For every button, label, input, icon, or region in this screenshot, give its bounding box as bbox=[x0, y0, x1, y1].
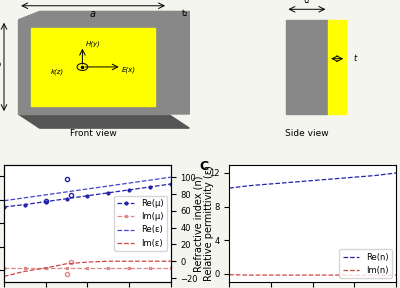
Re(μ) bbox=[148, 185, 152, 189]
Legend: Re(n), Im(n): Re(n), Im(n) bbox=[339, 249, 392, 278]
Re(ε) bbox=[22, 196, 27, 200]
Line: Re(μ): Re(μ) bbox=[3, 183, 172, 208]
Im(ε) bbox=[43, 266, 48, 270]
Im(n) bbox=[373, 273, 378, 277]
Im(ε) bbox=[127, 259, 132, 263]
Re(μ) bbox=[168, 182, 173, 186]
Im(μ) bbox=[2, 266, 6, 270]
Im(n) bbox=[331, 273, 336, 277]
Re(μ) bbox=[2, 205, 6, 209]
Im(μ) bbox=[85, 266, 90, 270]
Text: a: a bbox=[90, 9, 96, 19]
Im(μ) bbox=[168, 266, 173, 270]
Im(ε) bbox=[2, 275, 6, 278]
Text: k(z): k(z) bbox=[50, 69, 64, 75]
Im(μ) bbox=[106, 266, 111, 270]
Re(n) bbox=[394, 171, 398, 175]
Im(μ) bbox=[127, 266, 132, 270]
Re(ε) bbox=[85, 187, 90, 191]
Polygon shape bbox=[18, 20, 168, 114]
Text: t₂: t₂ bbox=[182, 9, 189, 18]
Re(ε) bbox=[168, 175, 173, 179]
Re(n) bbox=[331, 177, 336, 181]
Polygon shape bbox=[18, 12, 189, 20]
Im(μ) bbox=[148, 266, 152, 270]
Im(ε) bbox=[85, 260, 90, 264]
Re(μ) bbox=[127, 188, 132, 192]
Polygon shape bbox=[31, 28, 156, 106]
Y-axis label: Relative permittivity (ε): Relative permittivity (ε) bbox=[204, 166, 214, 281]
Polygon shape bbox=[286, 20, 328, 114]
Y-axis label: Refractive index (n): Refractive index (n) bbox=[194, 175, 204, 272]
Re(ε) bbox=[43, 193, 48, 197]
Re(μ) bbox=[85, 194, 90, 198]
Im(μ) bbox=[22, 266, 27, 270]
Re(μ) bbox=[43, 200, 48, 203]
Im(n) bbox=[394, 273, 398, 277]
Im(n) bbox=[289, 273, 294, 277]
Re(n) bbox=[289, 181, 294, 184]
Im(ε) bbox=[168, 259, 173, 263]
Re(n) bbox=[352, 175, 357, 179]
Text: Side view: Side view bbox=[285, 129, 329, 138]
Im(n) bbox=[248, 273, 252, 277]
Text: E(x): E(x) bbox=[122, 67, 136, 73]
Im(ε) bbox=[148, 259, 152, 263]
Text: t₂: t₂ bbox=[304, 0, 310, 5]
Re(n) bbox=[248, 184, 252, 187]
Re(ε) bbox=[2, 199, 6, 202]
Polygon shape bbox=[18, 114, 189, 128]
Re(n) bbox=[227, 186, 232, 190]
Im(n) bbox=[227, 273, 232, 276]
Im(ε) bbox=[106, 259, 111, 263]
Text: C: C bbox=[199, 160, 208, 173]
Im(ε) bbox=[22, 270, 27, 273]
Line: Re(n): Re(n) bbox=[229, 173, 396, 188]
Im(n) bbox=[352, 273, 357, 277]
Re(ε) bbox=[148, 178, 152, 182]
Re(ε) bbox=[106, 184, 111, 188]
Im(μ) bbox=[43, 266, 48, 270]
Polygon shape bbox=[168, 12, 189, 114]
Re(ε) bbox=[127, 181, 132, 185]
Re(n) bbox=[310, 179, 315, 182]
Re(μ) bbox=[22, 203, 27, 206]
Re(n) bbox=[268, 182, 273, 186]
Text: t: t bbox=[353, 54, 356, 63]
Re(μ) bbox=[64, 197, 69, 200]
Text: H(y): H(y) bbox=[86, 41, 101, 47]
Im(ε) bbox=[64, 262, 69, 266]
Re(n) bbox=[373, 174, 378, 177]
Line: Im(μ): Im(μ) bbox=[3, 267, 172, 270]
Im(μ) bbox=[64, 266, 69, 270]
Line: Im(ε): Im(ε) bbox=[4, 261, 171, 276]
Re(μ) bbox=[106, 191, 111, 195]
Re(ε) bbox=[64, 190, 69, 194]
Polygon shape bbox=[328, 20, 346, 114]
Text: Front view: Front view bbox=[70, 129, 116, 138]
Im(n) bbox=[268, 273, 273, 277]
Im(n) bbox=[310, 273, 315, 277]
Legend: Re(μ), Im(μ), Re(ε), Im(ε): Re(μ), Im(μ), Re(ε), Im(ε) bbox=[114, 196, 167, 251]
Line: Re(ε): Re(ε) bbox=[4, 177, 171, 201]
